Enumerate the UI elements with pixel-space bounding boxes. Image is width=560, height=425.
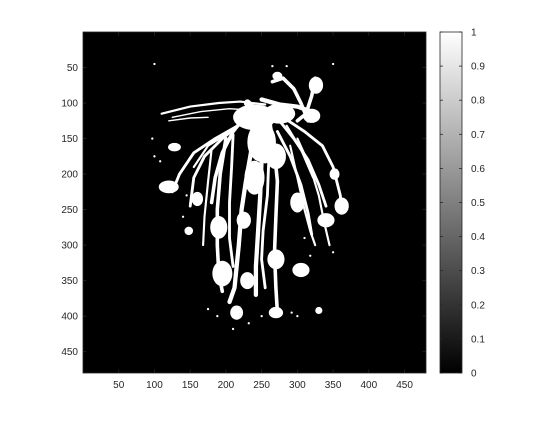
mask-blob [315, 306, 323, 315]
mask-speck [216, 315, 219, 318]
mask-blob [158, 180, 179, 194]
mask-stroke [202, 148, 213, 247]
mask-blob [329, 168, 340, 180]
mask-blob [308, 76, 324, 94]
y-tick-label: 150 [61, 134, 78, 145]
colorbar-tick-label: 0.4 [471, 232, 485, 243]
y-tick-label: 100 [61, 99, 78, 110]
y-tick-label: 200 [61, 170, 78, 181]
y-tick-label: 50 [67, 63, 79, 74]
x-tick-label: 100 [146, 380, 163, 391]
mask-blob [268, 306, 284, 319]
mask-blob [303, 108, 321, 123]
mask-blob [263, 103, 296, 124]
colorbar-tick-label: 0.9 [471, 62, 485, 73]
mask-blob [236, 211, 251, 229]
mask-speck [153, 62, 156, 66]
mask-blob [191, 191, 204, 207]
x-tick-label: 200 [218, 380, 235, 391]
mask-speck [206, 307, 210, 311]
y-tick-label: 400 [61, 312, 78, 323]
mask-stroke [275, 130, 314, 236]
colorbar-tick-label: 0.3 [471, 266, 485, 277]
mask-speck [296, 315, 299, 318]
mask-speck [309, 254, 312, 257]
colorbar-tick-label: 0.2 [471, 300, 485, 311]
mask-blob [290, 192, 305, 213]
mask-blob [272, 71, 283, 81]
colorbar-tick-label: 0.8 [471, 96, 485, 107]
colorbar-tick-label: 0.7 [471, 130, 485, 141]
mask-speck [271, 64, 274, 68]
mask-blob [210, 215, 228, 239]
colorbar-tick-label: 0.1 [471, 334, 485, 345]
colorbar-tick-label: 0.5 [471, 198, 485, 209]
colorbar [439, 31, 463, 374]
mask-speck [331, 251, 335, 254]
x-tick-label: 250 [253, 380, 270, 391]
mask-blob [317, 213, 335, 228]
mask-stroke [296, 137, 331, 247]
mask-speck [260, 315, 263, 318]
mask-stroke [192, 126, 238, 169]
y-tick-label: 250 [61, 205, 78, 216]
mask-speck [331, 62, 335, 66]
y-tick-label: 350 [61, 276, 78, 287]
mask-speck [231, 327, 235, 331]
y-axis: 50 100 150 200 250 300 350 400 450 [61, 63, 426, 358]
x-tick-label: 350 [325, 380, 342, 391]
x-tick-label: 300 [289, 380, 306, 391]
mask-speck [185, 194, 188, 197]
x-tick-label: 400 [360, 380, 377, 391]
mask-blob [184, 226, 194, 236]
x-axis: 50 100 150 200 250 300 350 400 450 [113, 32, 413, 391]
x-tick-label: 150 [182, 380, 199, 391]
y-tick-label: 300 [61, 241, 78, 252]
mask-stroke [168, 116, 209, 122]
colorbar-tick-label: 1 [471, 28, 477, 39]
mask-speck [153, 155, 156, 158]
plot-background [83, 32, 426, 373]
mask-blob [244, 160, 265, 195]
mask-speck [285, 64, 288, 68]
mask-speck [159, 160, 162, 163]
mask-speck [181, 215, 185, 218]
mask-blob [265, 143, 286, 170]
x-tick-label: 450 [396, 380, 413, 391]
mask-blob [292, 262, 310, 278]
mask-blob [240, 272, 255, 290]
colorbar-tick-label: 0.6 [471, 164, 485, 175]
plot-axes-box [82, 31, 427, 374]
mask-stroke [285, 124, 315, 179]
mask-speck [151, 137, 154, 140]
x-tick-label: 50 [113, 380, 125, 391]
mask-stroke [289, 144, 317, 247]
mask-stroke [228, 133, 235, 268]
mask-stroke [260, 158, 271, 290]
mask-blob [168, 142, 181, 152]
mask-blob [230, 305, 244, 320]
mask-speck [303, 236, 306, 240]
colorbar-axis: 0 0.1 0.2 0.3 0.4 0.5 0.6 0.7 0.8 0.9 1 [440, 28, 485, 380]
image-mask [151, 62, 349, 331]
mask-stroke [170, 122, 242, 194]
mask-blob [267, 249, 285, 270]
mask-speck [290, 311, 293, 314]
mask-blob [212, 260, 233, 287]
y-tick-label: 450 [61, 347, 78, 358]
mask-speck [247, 322, 250, 325]
colorbar-tick-label: 0 [471, 369, 477, 380]
mask-blob [334, 197, 349, 215]
